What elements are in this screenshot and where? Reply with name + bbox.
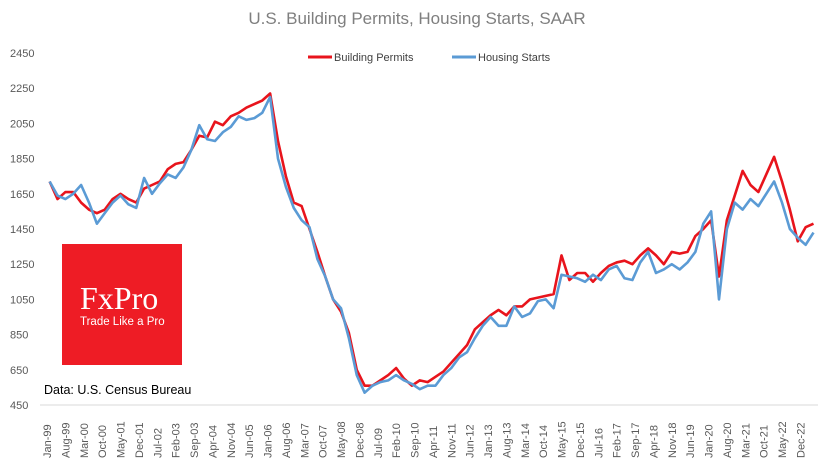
x-tick-label: Apr-11 <box>428 426 440 458</box>
x-tick-label: Nov-18 <box>667 423 679 458</box>
x-tick-label: Dec-22 <box>795 423 807 458</box>
legend-label: Housing Starts <box>478 52 551 64</box>
x-tick-label: Nov-11 <box>446 423 458 458</box>
x-tick-label: Dec-01 <box>134 423 146 458</box>
x-tick-label: Jun-19 <box>685 424 697 458</box>
x-tick-label: Sep-17 <box>630 423 642 458</box>
x-tick-label: Mar-00 <box>79 423 91 458</box>
y-tick-label: 1450 <box>10 224 34 236</box>
x-tick-label: Jun-12 <box>465 424 477 458</box>
x-tick-label: Jul-02 <box>152 428 164 458</box>
x-tick-label: Jan-06 <box>263 424 275 458</box>
x-tick-label: May-22 <box>777 421 789 458</box>
x-tick-label: Oct-00 <box>97 425 109 458</box>
x-tick-label: Jun-05 <box>244 424 256 458</box>
x-tick-label: Oct-14 <box>538 425 550 458</box>
x-tick-label: Feb-03 <box>171 423 183 458</box>
x-tick-label: Mar-21 <box>740 423 752 458</box>
x-tick-label: Aug-99 <box>60 423 72 458</box>
logo-tagline: Trade Like a Pro <box>80 316 165 328</box>
x-tick-label: Aug-20 <box>722 423 734 458</box>
x-tick-label: Dec-08 <box>354 423 366 458</box>
y-tick-label: 1250 <box>10 259 34 271</box>
x-tick-label: Mar-07 <box>299 423 311 458</box>
x-tick-label: Oct-07 <box>318 425 330 458</box>
source-note: Data: U.S. Census Bureau <box>44 383 192 397</box>
chart-title: U.S. Building Permits, Housing Starts, S… <box>248 9 585 28</box>
y-tick-label: 1650 <box>10 189 34 201</box>
x-tick-label: Jan-13 <box>483 424 495 458</box>
x-tick-label: Sep-10 <box>410 423 422 458</box>
x-tick-label: Jan-20 <box>704 424 716 458</box>
x-tick-label: Sep-03 <box>189 423 201 458</box>
x-tick-label: Feb-17 <box>612 423 624 458</box>
x-tick-label: Aug-13 <box>501 423 513 458</box>
y-tick-label: 2250 <box>10 83 34 95</box>
y-tick-label: 2050 <box>10 118 34 130</box>
x-tick-label: May-15 <box>557 421 569 458</box>
y-tick-label: 450 <box>10 400 28 412</box>
x-tick-label: Dec-15 <box>575 423 587 458</box>
x-tick-label: May-08 <box>336 421 348 458</box>
x-tick-label: Mar-14 <box>520 423 532 458</box>
logo-brand: FxPro <box>80 280 159 316</box>
x-tick-label: Jul-16 <box>593 428 605 458</box>
series-line-housing-starts <box>48 95 815 394</box>
y-tick-label: 1050 <box>10 294 34 306</box>
x-tick-label: Oct-21 <box>759 425 771 458</box>
x-tick-label: Apr-04 <box>207 425 219 458</box>
x-tick-label: Jul-09 <box>373 428 385 458</box>
y-tick-label: 2450 <box>10 48 34 60</box>
x-tick-label: Nov-04 <box>226 423 238 458</box>
x-tick-label: Jan-99 <box>42 424 54 458</box>
y-tick-label: 1850 <box>10 154 34 166</box>
y-tick-label: 650 <box>10 365 28 377</box>
fxpro-logo: FxPro Trade Like a Pro <box>62 244 182 365</box>
legend-label: Building Permits <box>334 52 414 64</box>
y-tick-label: 850 <box>10 330 28 342</box>
x-tick-label: Feb-10 <box>391 423 403 458</box>
x-tick-label: Aug-06 <box>281 423 293 458</box>
series-line-building-permits <box>48 92 815 387</box>
x-tick-label: May-01 <box>116 421 128 458</box>
x-tick-label: Apr-18 <box>648 425 660 458</box>
